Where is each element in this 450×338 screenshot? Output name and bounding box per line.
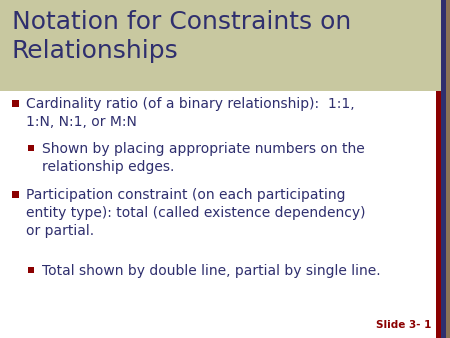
Text: Slide 3- 1: Slide 3- 1 xyxy=(376,320,431,330)
FancyBboxPatch shape xyxy=(28,145,33,150)
FancyBboxPatch shape xyxy=(28,267,33,272)
Text: Shown by placing appropriate numbers on the
relationship edges.: Shown by placing appropriate numbers on … xyxy=(42,142,365,174)
FancyBboxPatch shape xyxy=(436,91,441,338)
FancyBboxPatch shape xyxy=(12,100,19,107)
FancyBboxPatch shape xyxy=(12,191,19,198)
Text: Cardinality ratio (of a binary relationship):  1:1,
1:N, N:1, or M:N: Cardinality ratio (of a binary relations… xyxy=(26,97,355,129)
Text: Notation for Constraints on
Relationships: Notation for Constraints on Relationship… xyxy=(12,10,351,63)
FancyBboxPatch shape xyxy=(446,0,450,338)
FancyBboxPatch shape xyxy=(441,0,446,338)
FancyBboxPatch shape xyxy=(0,91,436,338)
Text: Participation constraint (on each participating
entity type): total (called exis: Participation constraint (on each partic… xyxy=(26,188,365,238)
FancyBboxPatch shape xyxy=(0,0,441,91)
Text: Total shown by double line, partial by single line.: Total shown by double line, partial by s… xyxy=(42,264,381,278)
